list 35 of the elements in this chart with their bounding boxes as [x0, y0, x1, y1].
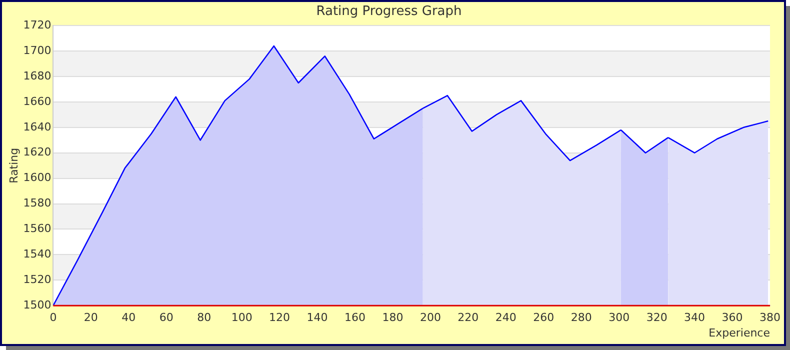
y-tick-label: 1580 — [23, 196, 52, 210]
y-tick-label: 1660 — [23, 94, 52, 108]
x-tick-label: 360 — [722, 311, 743, 324]
x-tick-label: 100 — [231, 311, 252, 324]
x-tick-label: 380 — [760, 311, 780, 324]
x-tick-label: 320 — [646, 311, 668, 324]
y-tick-label: 1720 — [23, 18, 52, 32]
x-tick-label: 140 — [306, 311, 328, 324]
y-tick-label: 1540 — [23, 248, 52, 261]
y-axis-title: Rating — [7, 148, 20, 184]
y-tick-label: 1600 — [23, 171, 52, 184]
y-tick-label: 1640 — [23, 120, 52, 134]
x-tick-label: 260 — [533, 311, 554, 324]
x-tick-label: 20 — [84, 311, 98, 324]
x-tick-label: 120 — [269, 311, 290, 324]
y-tick-label: 1500 — [23, 298, 52, 312]
y-tick-label: 1680 — [23, 69, 52, 82]
x-tick-label: 160 — [344, 311, 366, 324]
x-tick-label: 180 — [382, 311, 404, 324]
y-tick-label: 1700 — [23, 44, 52, 57]
y-tick-label: 1620 — [23, 146, 52, 159]
x-tick-label: 200 — [420, 311, 441, 324]
x-tick-label: 40 — [122, 311, 136, 324]
x-tick-label: 240 — [495, 311, 516, 324]
x-tick-label: 60 — [159, 311, 174, 324]
x-tick-label: 340 — [684, 311, 706, 324]
x-tick-label: 280 — [570, 311, 592, 324]
x-tick-label: 300 — [608, 311, 630, 324]
y-tick-label: 1560 — [23, 222, 52, 236]
y-tick-label: 1520 — [23, 273, 52, 286]
x-tick-label: 0 — [50, 311, 57, 324]
x-axis-title: Experience — [708, 326, 770, 340]
x-tick-label: 220 — [458, 311, 479, 324]
chart-title: Rating Progress Graph — [316, 4, 462, 20]
x-tick-label: 80 — [197, 311, 212, 324]
